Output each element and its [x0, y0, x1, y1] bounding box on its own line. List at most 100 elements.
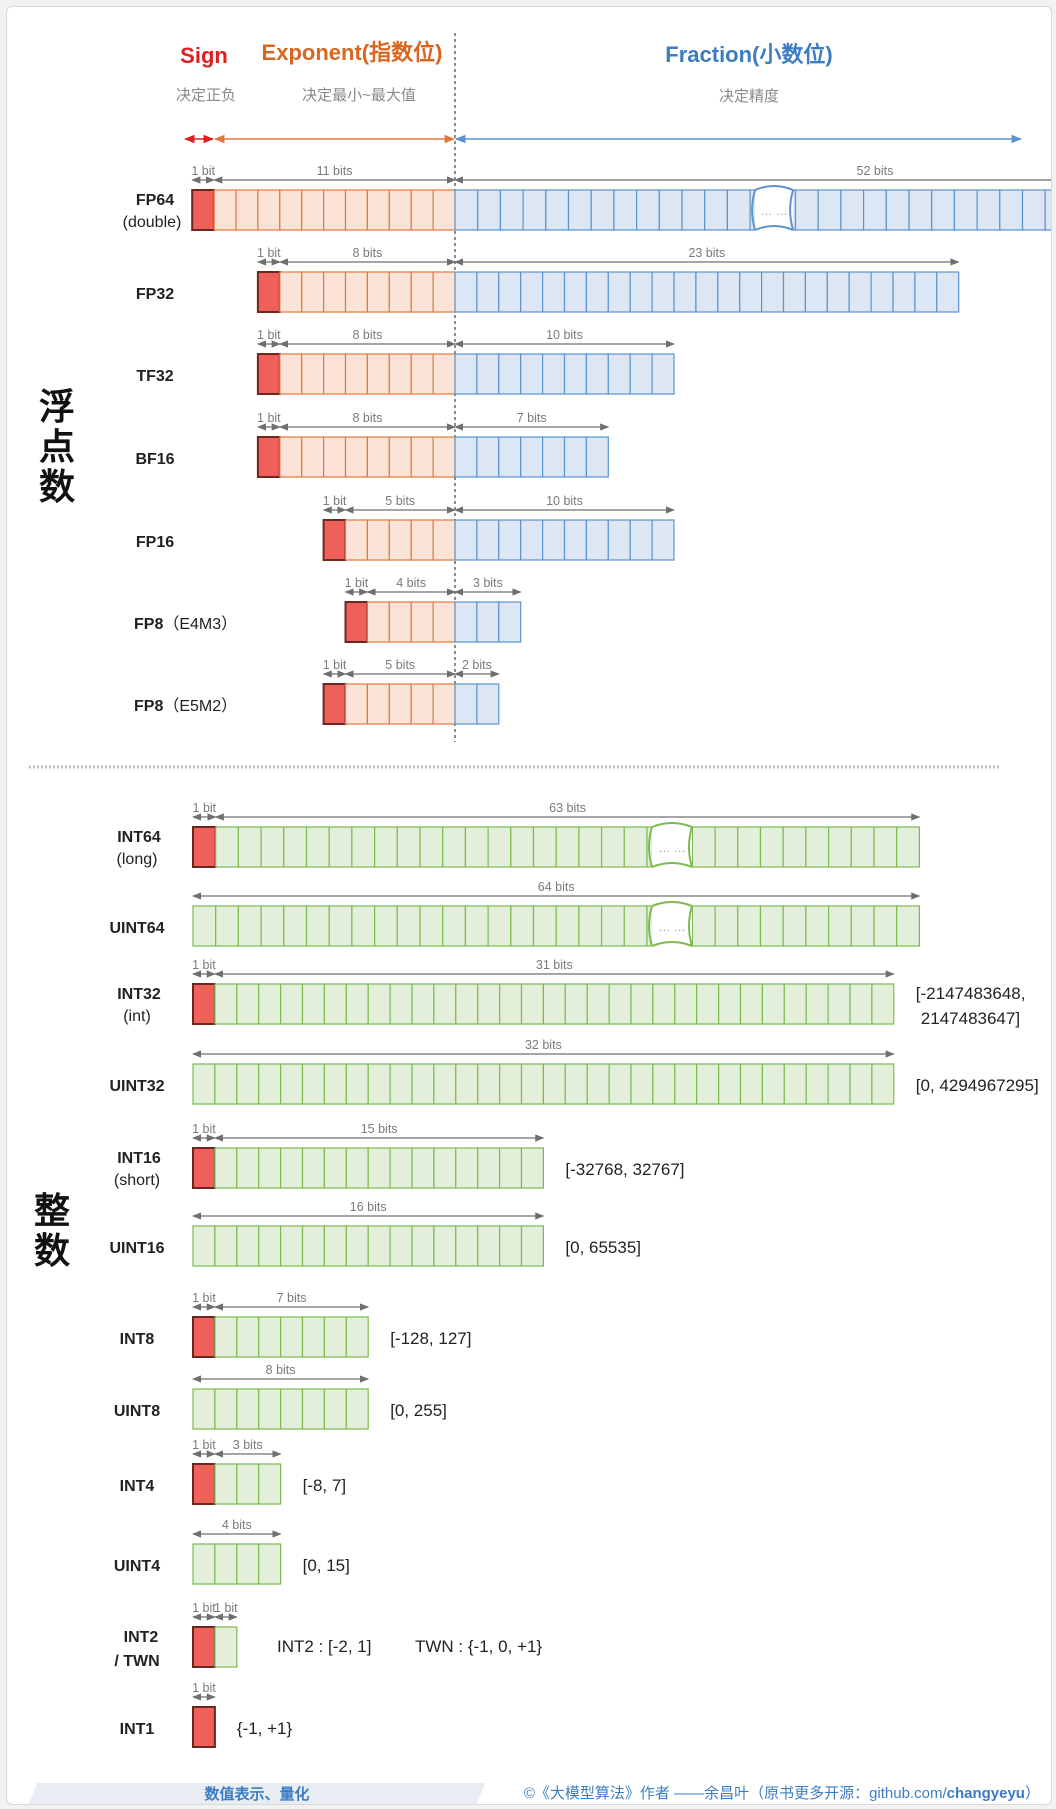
value-bit	[419, 905, 444, 947]
fraction-bit	[976, 189, 1001, 231]
value-bit	[717, 1063, 742, 1105]
fraction-bit	[607, 353, 631, 395]
sign-bit	[192, 1706, 216, 1748]
value-bit	[608, 983, 632, 1025]
value-bits-label: 64 bits	[538, 880, 575, 894]
value-bit	[411, 1225, 435, 1267]
int-row-uint64: … … 64 bits UINT64	[109, 880, 921, 947]
fraction-ellipsis-left-wave	[751, 189, 757, 231]
value-bit	[301, 1063, 325, 1105]
fraction-bit	[585, 436, 609, 478]
sign-bit-label: 1 bit	[192, 1681, 216, 1695]
fraction-bits-label: 2 bits	[462, 658, 492, 672]
fraction-bit	[1044, 189, 1051, 231]
fraction-bit	[477, 189, 502, 231]
exponent-bit	[344, 353, 368, 395]
value-bit	[192, 905, 217, 947]
value-bit	[455, 1063, 479, 1105]
value-bit	[520, 983, 544, 1025]
exponent-bits-label: 8 bits	[352, 328, 382, 342]
value-bit	[652, 983, 676, 1025]
value-ellipsis-right-wave	[688, 826, 693, 868]
value-bit	[433, 1225, 457, 1267]
exponent-bit	[388, 519, 412, 561]
sign-bit	[192, 983, 216, 1025]
value-bit	[737, 905, 762, 947]
value-bit	[623, 905, 648, 947]
fraction-bit	[541, 436, 566, 478]
int-row-range-line2: 2147483647]	[921, 1009, 1020, 1028]
sign-bit	[344, 601, 369, 643]
value-bit	[301, 983, 325, 1025]
fraction-bit	[520, 353, 544, 395]
value-bits-label: 8 bits	[266, 1363, 296, 1377]
datatype-bit-layout-diagram: Sign Exponent(指数位) Fraction(小数位) 决定正负 决定…	[29, 33, 1051, 1804]
value-bit	[396, 905, 421, 947]
int-row-name: INT16	[117, 1150, 161, 1167]
sign-bit-label: 1 bit	[323, 494, 347, 508]
fraction-bit	[651, 271, 675, 313]
value-bit	[652, 1063, 676, 1105]
value-bit	[477, 1147, 501, 1189]
fraction-bit	[454, 353, 478, 395]
value-bit	[323, 983, 347, 1025]
exponent-bit	[344, 436, 368, 478]
sign-bit	[256, 436, 281, 478]
value-bit	[464, 905, 489, 947]
value-bit	[433, 983, 457, 1025]
value-bit	[214, 1388, 238, 1430]
sign-bit	[192, 1626, 216, 1668]
fraction-bit	[541, 353, 566, 395]
value-bit	[691, 826, 716, 868]
value-bit	[499, 1147, 523, 1189]
fraction-bit	[476, 353, 500, 395]
value-bit	[280, 1147, 304, 1189]
float-row-bf16: 1 bit 8 bits 7 bits BF16	[135, 411, 610, 478]
fraction-bit	[590, 189, 615, 231]
fraction-bit	[520, 519, 544, 561]
value-bit	[586, 1063, 610, 1105]
value-bit	[827, 983, 851, 1025]
value-bit	[477, 1063, 501, 1105]
value-bit	[510, 905, 535, 947]
value-bit	[433, 1147, 457, 1189]
int-row-int4: 1 bit 3 bits INT4 [-8, 7]	[120, 1438, 346, 1505]
sign-bit-label: 1 bit	[345, 576, 369, 590]
fraction-bit	[726, 189, 751, 231]
int-row-name: INT32	[117, 986, 161, 1003]
value-bits-label: 4 bits	[222, 1518, 252, 1532]
fraction-bit	[1021, 189, 1046, 231]
exponent-bit	[388, 683, 412, 725]
value-bit	[301, 1388, 325, 1430]
value-bit	[487, 905, 512, 947]
fraction-bit	[522, 189, 547, 231]
fraction-bit	[651, 519, 675, 561]
value-bit	[258, 1225, 282, 1267]
value-bit	[258, 1147, 282, 1189]
int-row-range: [-128, 127]	[390, 1329, 471, 1348]
float-row-name: FP32	[136, 286, 174, 303]
exponent-bit	[366, 436, 390, 478]
exponent-bit	[388, 601, 412, 643]
fraction-bit	[673, 271, 697, 313]
value-bit	[396, 826, 421, 868]
value-bits-label: 7 bits	[277, 1291, 307, 1305]
value-ellipsis-dots: … …	[658, 920, 685, 934]
value-ellipsis-right-wave	[688, 905, 693, 947]
fraction-bit	[826, 271, 850, 313]
float-label-char-3: 数	[39, 467, 75, 508]
value-bit	[411, 983, 435, 1025]
fraction-bit	[607, 271, 631, 313]
value-ellipsis-bottom-wave	[651, 862, 693, 868]
sign-bit	[322, 519, 347, 561]
value-bit	[351, 905, 376, 947]
sign-bit	[192, 1147, 216, 1189]
exponent-bit	[366, 683, 390, 725]
fraction-ellipsis-right-wave	[789, 189, 795, 231]
value-bits-label: 31 bits	[536, 958, 573, 972]
fraction-bit	[585, 519, 609, 561]
fraction-bit	[613, 189, 638, 231]
value-ellipsis-top-wave	[651, 901, 693, 907]
exponent-bit	[323, 353, 347, 395]
exponent-bit	[410, 189, 434, 231]
